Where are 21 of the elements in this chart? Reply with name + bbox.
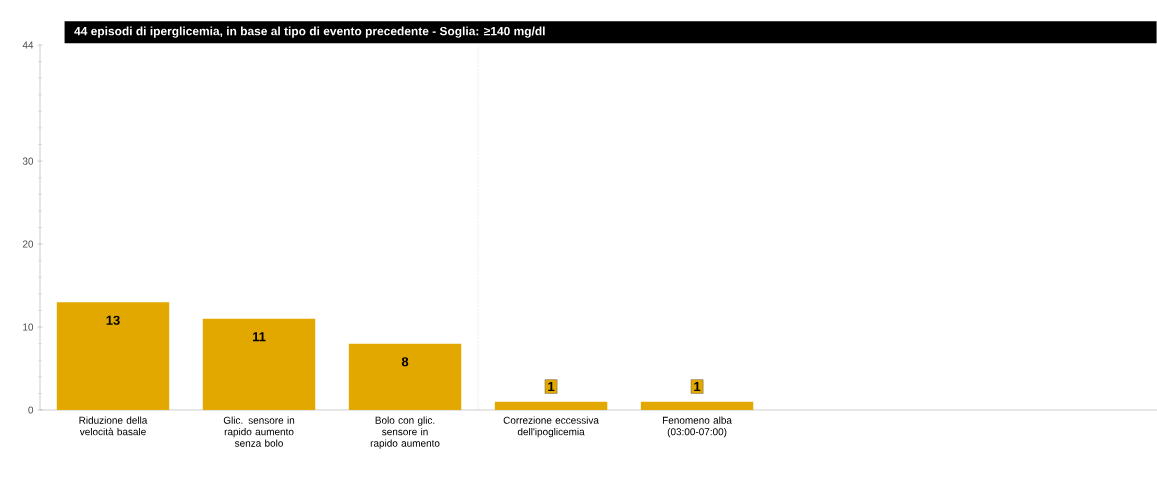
x-tick-label: Glic. sensore in rapido aumento senza bolo: [223, 416, 295, 447]
data-label: 1: [694, 382, 701, 392]
y-tick-label: 20: [22, 240, 34, 248]
bar: [202, 318, 316, 410]
x-tick-label: Bolo con glic. sensore in rapido aumento: [370, 416, 440, 449]
y-tick-label: 30: [22, 157, 34, 165]
bar: [348, 343, 462, 410]
y-tick-label: 10: [23, 323, 34, 331]
bar: [494, 401, 608, 410]
x-tick-label: Correzione eccessiva dell'ipoglicemia: [503, 416, 599, 438]
y-tick-label: 0: [28, 406, 34, 414]
y-tick-label: 44: [22, 41, 34, 49]
chart-title: 44 episodi di iperglicemia, in base al tipo di evento precedente - Soglia: ≥140 mg/dl: [74, 26, 545, 38]
data-label: 8: [401, 357, 409, 367]
bar: [56, 302, 170, 410]
data-label: 1: [548, 382, 555, 392]
x-tick-label: Fenomeno alba (03:00-07:00): [662, 416, 732, 438]
data-label: 13: [106, 315, 120, 325]
x-tick-label: Riduzione della velocità basale: [79, 416, 148, 436]
data-label: 11: [252, 332, 266, 342]
bar: [640, 401, 754, 410]
